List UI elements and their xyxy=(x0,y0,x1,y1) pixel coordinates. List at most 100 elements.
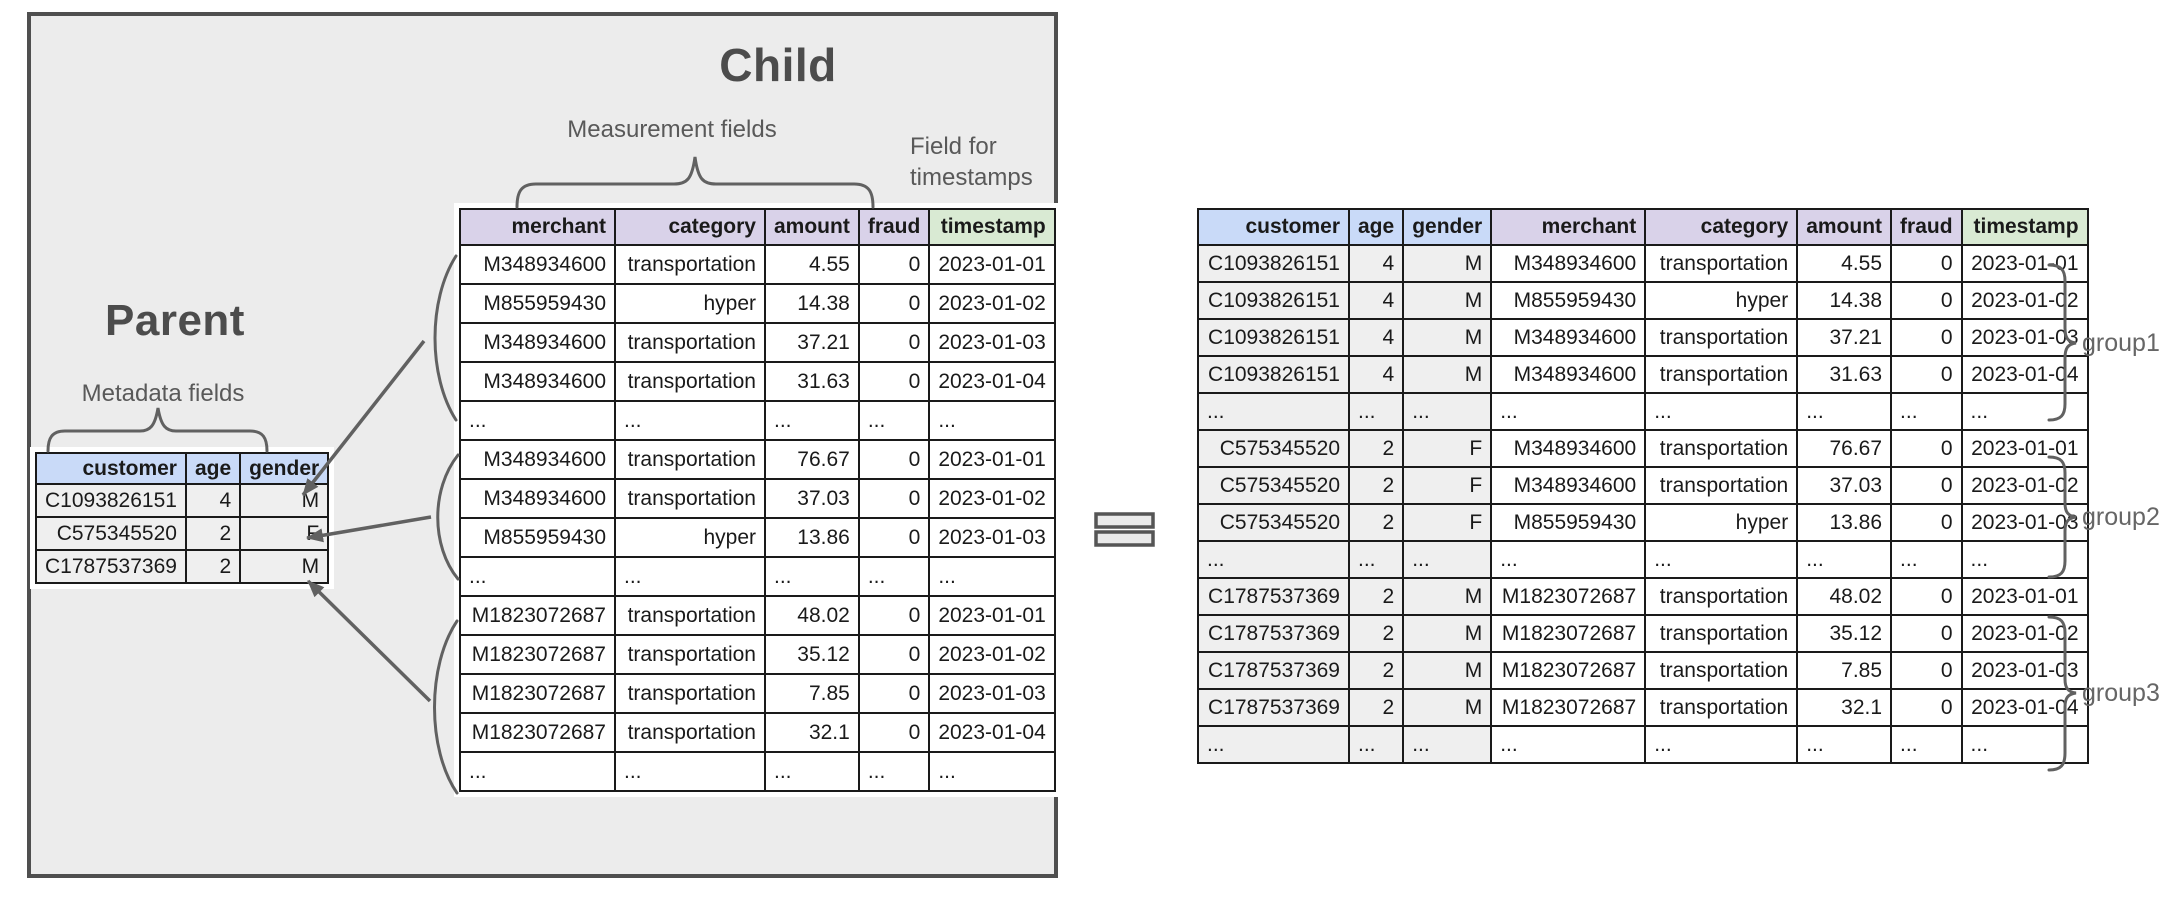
table-cell: 0 xyxy=(857,283,931,324)
table-cell: transportation xyxy=(1644,651,1799,690)
table-cell: M855959430 xyxy=(1490,503,1647,542)
table-row: M1823072687 transportation 48.02 0 2023-01-0… xyxy=(459,595,1056,636)
table-cell: ... xyxy=(764,751,860,792)
table-cell: ... xyxy=(1960,392,2089,431)
table-cell: M348934600 xyxy=(459,439,616,480)
table-cell: F xyxy=(239,516,330,551)
table-cell: 0 xyxy=(857,595,931,636)
table-cell: M1823072687 xyxy=(1490,688,1647,727)
table-row: C575345520 2 F M348934600 transportation 76.6… xyxy=(1197,429,2089,468)
table-cell: 2023-01-04 xyxy=(928,361,1056,402)
table-cell: hyper xyxy=(1644,281,1799,320)
table-cell: ... xyxy=(1960,540,2089,579)
table-cell: transportation xyxy=(614,478,766,519)
merged-grouped-table: customer age gender merchant category amount f… xyxy=(1197,208,2089,764)
table-cell: transportation xyxy=(614,322,766,363)
table-cell: ... xyxy=(1347,540,1405,579)
table-cell: C1093826151 xyxy=(1197,355,1350,394)
merged-table-frame: customer age gender merchant category amount f… xyxy=(1192,203,2094,769)
table-cell: transportation xyxy=(1644,429,1799,468)
table-cell: transportation xyxy=(614,361,766,402)
column-header: amount xyxy=(1796,208,1893,246)
column-header: category xyxy=(1644,208,1799,246)
table-cell: ... xyxy=(764,556,860,597)
column-header: customer xyxy=(1197,208,1350,246)
table-cell: 0 xyxy=(1890,503,1963,542)
table-cell: ... xyxy=(1890,392,1963,431)
table-cell: 2 xyxy=(1347,688,1405,727)
table-cell: ... xyxy=(857,556,931,597)
table-cell: M xyxy=(1402,318,1493,357)
table-cell: C575345520 xyxy=(1197,466,1350,505)
table-cell: 2023-01-02 xyxy=(1960,281,2089,320)
table-cell: ... xyxy=(614,400,766,441)
table-row: C575345520 2 F M855959430 hyper 13.86 0 2023-01… xyxy=(1197,503,2089,542)
table-cell: 0 xyxy=(857,517,931,558)
table-cell: 0 xyxy=(857,361,931,402)
table-cell: 0 xyxy=(1890,577,1963,616)
table-cell: 13.86 xyxy=(1796,503,1893,542)
table-cell: 2023-01-03 xyxy=(928,322,1056,363)
column-header: gender xyxy=(239,452,330,485)
table-cell: M348934600 xyxy=(1490,244,1647,283)
table-row: ........................ xyxy=(1197,725,2089,764)
table-cell: 32.1 xyxy=(1796,688,1893,727)
table-cell: M xyxy=(1402,355,1493,394)
table-cell: ... xyxy=(1796,392,1893,431)
table-row: C1093826151 4 M xyxy=(35,483,330,518)
table-cell: M xyxy=(1402,281,1493,320)
table-cell: C575345520 xyxy=(35,516,187,551)
table-cell: C1787537369 xyxy=(1197,688,1350,727)
table-cell: M348934600 xyxy=(1490,318,1647,357)
table-cell: ... xyxy=(1402,725,1493,764)
table-cell: F xyxy=(1402,503,1493,542)
table-cell: C1787537369 xyxy=(1197,577,1350,616)
table-cell: ... xyxy=(928,556,1056,597)
metadata-fields-label: Metadata fields xyxy=(81,380,245,407)
table-cell: 0 xyxy=(1890,429,1963,468)
table-cell: M1823072687 xyxy=(1490,577,1647,616)
table-cell: 0 xyxy=(857,244,931,285)
table-row: C1093826151 4 M M348934600 transportation 4.5… xyxy=(1197,244,2089,283)
table-cell: 2023-01-04 xyxy=(928,712,1056,753)
table-cell: 76.67 xyxy=(1796,429,1893,468)
table-cell: 37.21 xyxy=(1796,318,1893,357)
table-cell: 14.38 xyxy=(1796,281,1893,320)
table-cell: 2023-01-03 xyxy=(1960,318,2089,357)
table-cell: ... xyxy=(764,400,860,441)
table-cell: transportation xyxy=(614,712,766,753)
table-cell: ... xyxy=(1644,392,1799,431)
table-cell: ... xyxy=(1197,725,1350,764)
table-cell: 2023-01-01 xyxy=(1960,429,2089,468)
table-cell: ... xyxy=(1347,725,1405,764)
table-cell: C1093826151 xyxy=(35,483,187,518)
column-header: age xyxy=(1347,208,1405,246)
column-header: age xyxy=(184,452,242,485)
table-cell: ... xyxy=(614,556,766,597)
table-cell: 2023-01-02 xyxy=(1960,466,2089,505)
table-cell: 0 xyxy=(857,634,931,675)
table-cell: ... xyxy=(459,400,616,441)
table-row: C1093826151 4 M M348934600 transportation 31.… xyxy=(1197,355,2089,394)
table-row: M348934600 transportation 31.63 0 2023-01-04 xyxy=(459,361,1056,402)
table-cell: 2 xyxy=(1347,503,1405,542)
table-cell: ... xyxy=(857,400,931,441)
table-cell: 35.12 xyxy=(764,634,860,675)
table-cell: 2023-01-04 xyxy=(1960,688,2089,727)
table-cell: 2 xyxy=(1347,466,1405,505)
table-cell: 13.86 xyxy=(764,517,860,558)
table-cell: 48.02 xyxy=(1796,577,1893,616)
table-cell: ... xyxy=(928,751,1056,792)
table-cell: ... xyxy=(1402,392,1493,431)
table-cell: transportation xyxy=(614,634,766,675)
equals-icon xyxy=(1094,512,1155,547)
table-cell: M348934600 xyxy=(1490,355,1647,394)
table-cell: ... xyxy=(1644,725,1799,764)
column-header: fraud xyxy=(1890,208,1963,246)
table-cell: ... xyxy=(1197,540,1350,579)
table-cell: 2023-01-01 xyxy=(1960,577,2089,616)
table-cell: transportation xyxy=(614,439,766,480)
table-row: C1787537369 2 M M1823072687 transportation 35… xyxy=(1197,614,2089,653)
child-table-frame: merchant category amount fraud timestamp M348… xyxy=(454,203,1061,797)
table-cell: 2023-01-03 xyxy=(928,673,1056,714)
